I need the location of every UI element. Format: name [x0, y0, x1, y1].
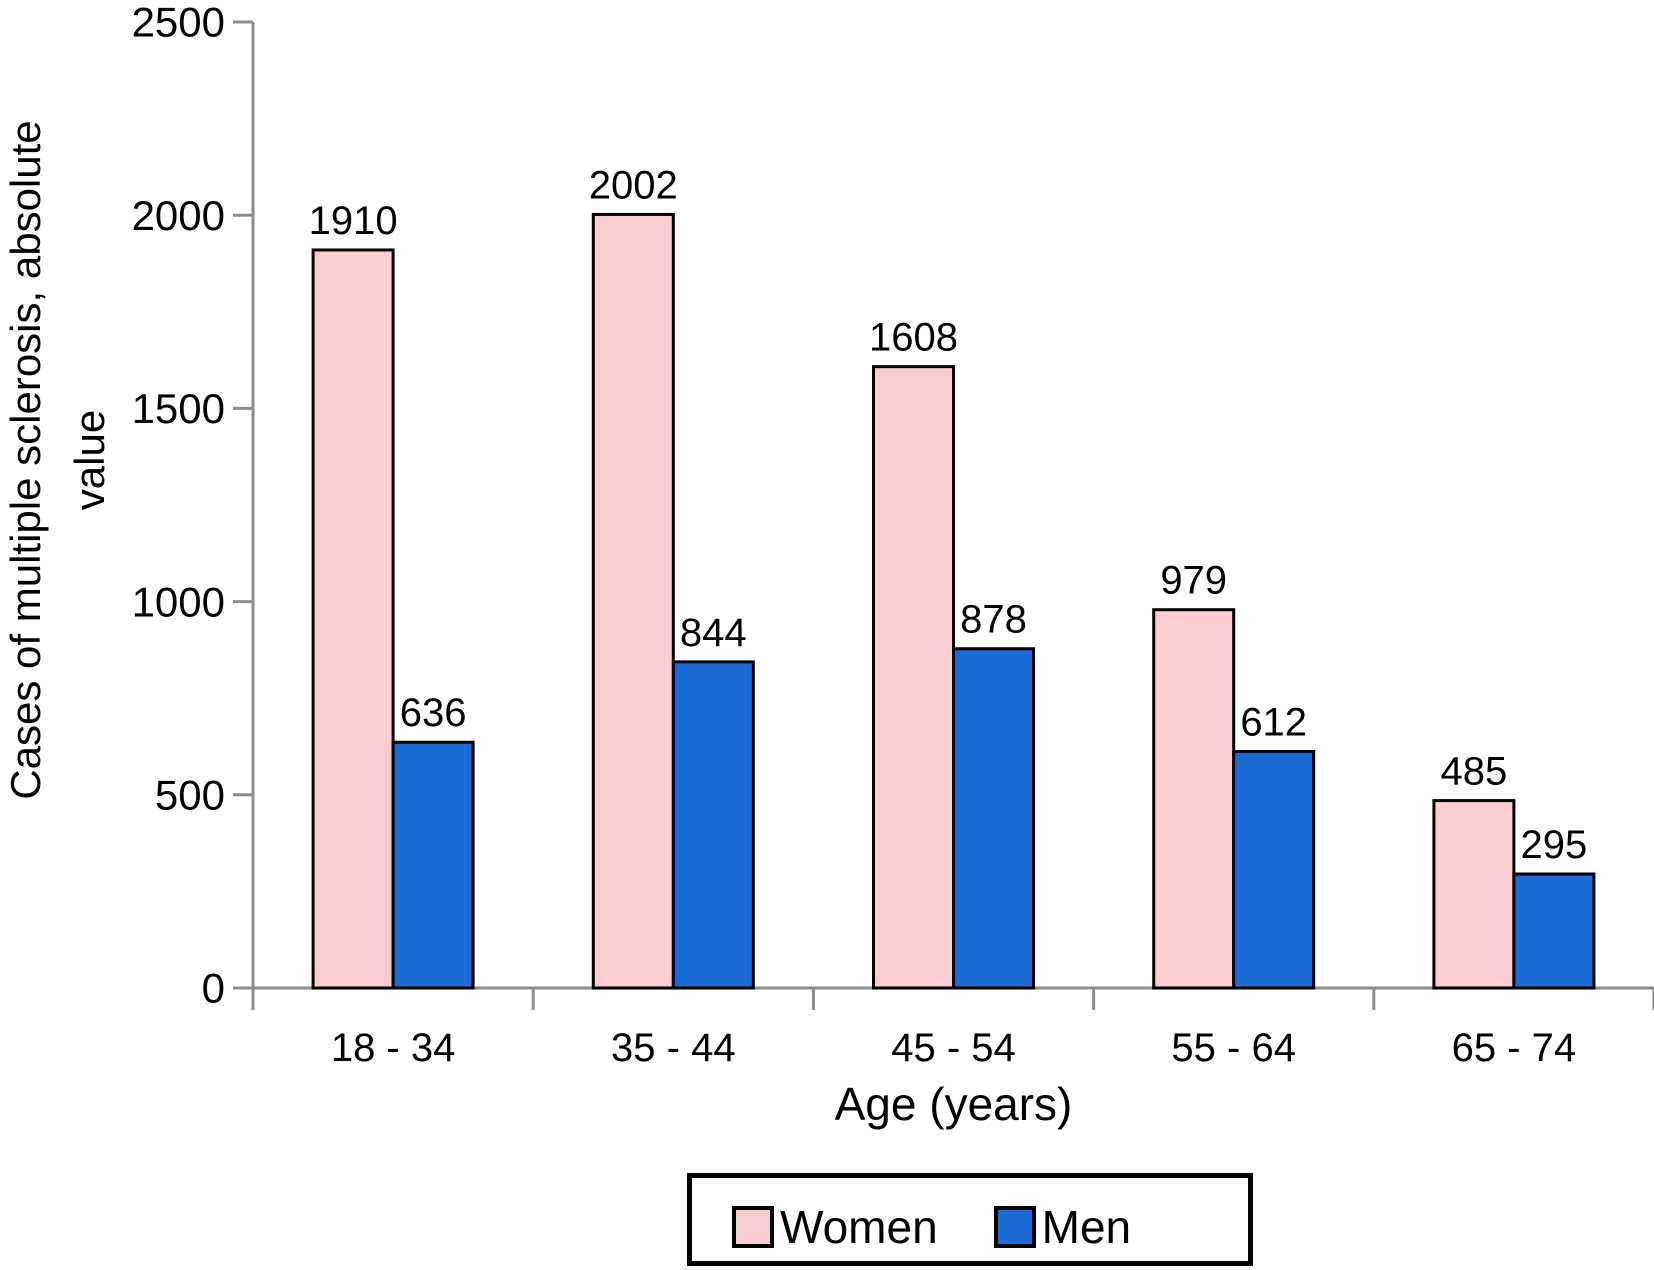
y-tick-label: 1500: [132, 385, 225, 432]
bar-men-2: [952, 647, 1035, 990]
women-swatch: [732, 1205, 774, 1248]
legend-label-women: Women: [780, 1200, 938, 1253]
bar-women-3: [1152, 608, 1236, 990]
y-axis-title: Cases of multiple sclerosis, absolute va…: [0, 0, 126, 943]
bar-women-2: [872, 365, 955, 990]
y-axis-title-line2: value: [66, 409, 113, 511]
legend-label-men: Men: [1041, 1200, 1132, 1253]
value-label-women-1: 2002: [589, 163, 678, 207]
y-tick-label: 0: [202, 965, 225, 1012]
legend-item-women: Women: [732, 1204, 938, 1250]
value-label-women-3: 979: [1160, 559, 1227, 603]
legend: Women Men: [687, 1173, 1253, 1266]
value-label-men-1: 844: [680, 611, 747, 655]
bar-women-1: [591, 212, 675, 990]
bar-men-4: [1512, 872, 1596, 990]
y-axis-title-line1: Cases of multiple sclerosis, absolute: [2, 120, 49, 800]
x-category-label-3: 55 - 64: [1171, 1026, 1296, 1070]
x-category-label-0: 18 - 34: [331, 1026, 456, 1070]
y-tick-label: 500: [155, 772, 225, 819]
bar-men-1: [671, 660, 755, 990]
value-label-men-2: 878: [960, 598, 1027, 642]
bar-men-3: [1232, 750, 1316, 990]
bar-men-0: [391, 740, 475, 990]
legend-item-men: Men: [993, 1200, 1132, 1253]
value-label-men-4: 295: [1521, 823, 1588, 867]
y-tick-label: 1000: [132, 578, 225, 625]
x-category-label-2: 45 - 54: [891, 1026, 1016, 1070]
bar-women-4: [1432, 799, 1516, 990]
value-label-men-0: 636: [400, 691, 467, 735]
value-label-women-4: 485: [1441, 750, 1508, 794]
bar-women-0: [311, 248, 395, 990]
y-tick-label: 2000: [132, 192, 225, 239]
x-axis-title: Age (years): [834, 1078, 1073, 1130]
value-label-women-0: 1910: [309, 199, 398, 243]
value-label-men-3: 612: [1240, 701, 1307, 745]
y-tick-label: 2500: [132, 0, 225, 46]
x-category-label-4: 65 - 74: [1452, 1026, 1577, 1070]
men-swatch: [993, 1205, 1036, 1248]
x-category-label-1: 35 - 44: [611, 1026, 736, 1070]
value-label-women-2: 1608: [869, 316, 958, 360]
